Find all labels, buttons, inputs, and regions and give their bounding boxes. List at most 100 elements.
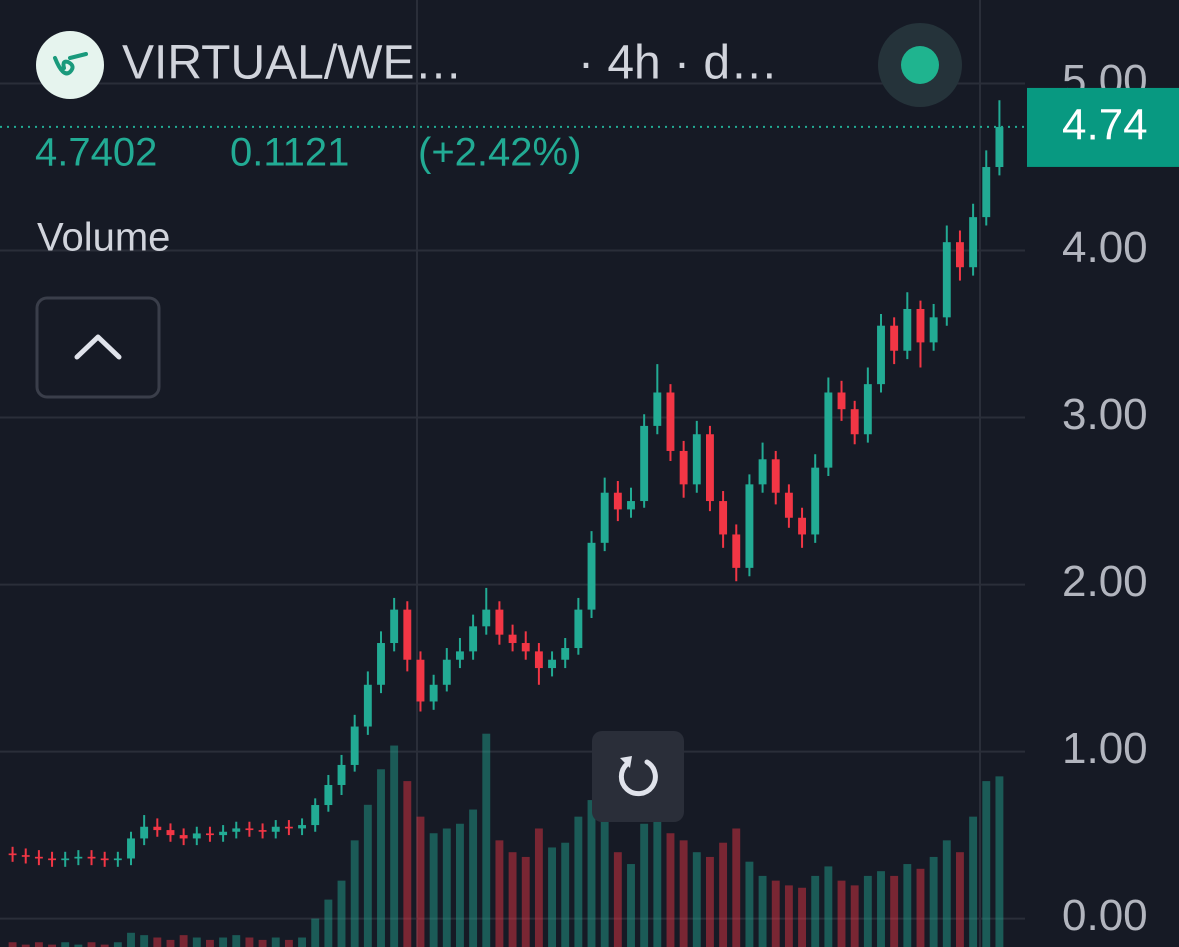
candle-body [21,855,30,857]
price-tag-label: 4.74 [1062,101,1148,150]
candle-body [442,659,451,685]
candle-body [613,492,622,510]
volume-bar [666,833,675,947]
volume-bar [534,828,543,947]
y-tick-label: 4.00 [1062,223,1148,272]
candle-body [179,835,188,839]
volume-bar [390,745,399,947]
candle-body [521,643,530,652]
volume-bar [337,880,346,947]
volume-bar [324,899,333,947]
volume-bar [811,875,820,947]
volume-bar [34,942,43,947]
candle-body [100,858,109,861]
candle-body [534,651,543,669]
volume-bar [245,937,254,947]
logo-glyph [53,52,88,76]
volume-bar [956,852,964,947]
volume-bar [127,932,135,947]
volume-bar [87,942,96,947]
volume-bars [8,733,1004,947]
candle-body [324,784,333,806]
candle-body [219,831,228,836]
volume-bar [837,880,846,947]
volume-bar [482,733,491,947]
volume-bar [613,852,622,947]
volume-bar [784,885,793,947]
volume-bar [942,840,951,947]
candle-body [350,726,359,765]
candle-body [956,242,964,268]
candle-body [508,634,517,644]
candle-body [758,459,767,485]
y-tick-label: 1.00 [1062,724,1148,773]
candle-body [719,501,728,535]
y-tick-label: 2.00 [1062,557,1148,606]
candle-body [482,609,491,627]
volume-bar [982,781,991,947]
volume-bar [61,942,70,947]
candle-body [837,392,846,410]
volume-bar [521,856,530,947]
candle-body [732,534,741,568]
volume-bar [719,842,728,947]
candle-body [245,828,254,831]
price-change: 0.1121 [230,131,349,175]
volume-bar [732,828,741,947]
candle-body [390,609,399,644]
volume-bar [877,871,885,947]
candle-body [166,830,175,836]
volume-bar [890,875,899,947]
candle-body [877,325,885,385]
volume-bar [113,942,122,947]
volume-bar [140,935,149,947]
symbol: VIRTUAL/WE… [122,37,463,90]
volume-bar [416,816,425,947]
volume-bar [166,939,175,947]
volume-bar [219,937,228,947]
candle-body [403,609,412,660]
volume-bar [771,880,780,947]
candle-body [890,325,899,351]
collapse-button[interactable] [35,296,161,399]
candle-body [771,459,780,493]
candle-body [416,659,425,702]
candle-body [469,626,478,652]
reset-icon-arrow [620,756,632,768]
candle-body [87,856,96,859]
volume-bar [74,944,83,947]
volume-bar [469,809,478,947]
y-tick-label: 0.00 [1062,891,1148,940]
volume-bar [758,875,767,947]
volume-bar [627,864,635,947]
candle-body [574,609,583,649]
candle-body [942,242,951,318]
volume-bar [995,776,1004,947]
volume-bar [192,937,201,947]
candles [8,100,1004,867]
price-axis: 0.001.002.003.004.005.004.74 [0,56,1179,940]
candle-body [995,126,1004,168]
reset-button[interactable] [592,731,684,822]
volume-bar [377,769,385,947]
candle-body [969,217,978,268]
candle-body [916,308,925,343]
volume-bar [587,800,596,947]
volume-bar [508,852,517,947]
volume-bar [903,864,912,947]
y-tick-label: 3.00 [1062,390,1148,439]
chevron-up-icon [74,334,122,360]
candle-body [48,858,56,861]
candle-body [666,392,675,451]
volume-bar [8,942,17,947]
volume-label: Volume [37,216,170,260]
candle-body [863,384,872,435]
volume-bar [600,781,609,947]
candle-body [706,434,714,502]
candle-body [113,858,122,861]
volume-bar [679,840,688,947]
candle-body [377,643,385,685]
volume-bar [100,944,109,947]
volume-bar [232,935,241,947]
price-tag [1027,87,1179,167]
